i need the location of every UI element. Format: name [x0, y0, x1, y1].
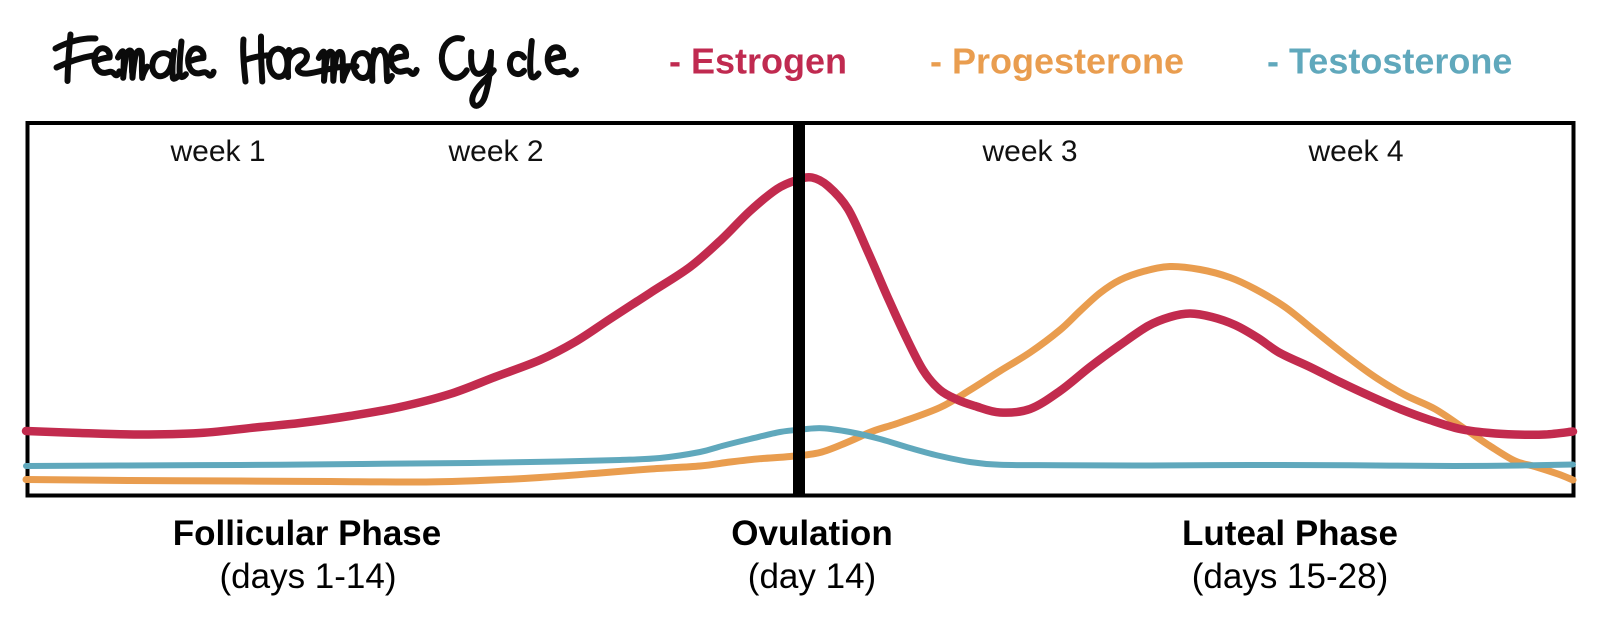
svg-text:Luteal Phase: Luteal Phase	[1182, 514, 1398, 553]
svg-text:week 4: week 4	[1307, 135, 1403, 168]
svg-text:(days 15-28): (days 15-28)	[1192, 557, 1388, 596]
svg-text:Follicular Phase: Follicular Phase	[173, 514, 441, 553]
svg-text:- Estrogen: - Estrogen	[669, 41, 847, 82]
svg-text:(day 14): (day 14)	[748, 557, 876, 596]
svg-text:week 1: week 1	[169, 135, 265, 168]
svg-text:Ovulation: Ovulation	[731, 514, 892, 553]
svg-text:- Testosterone: - Testosterone	[1267, 41, 1512, 82]
svg-text:week 3: week 3	[981, 135, 1077, 168]
svg-text:- Progesterone: - Progesterone	[930, 41, 1184, 82]
svg-text:week 2: week 2	[447, 135, 543, 168]
svg-text:(days 1-14): (days 1-14)	[219, 557, 396, 596]
